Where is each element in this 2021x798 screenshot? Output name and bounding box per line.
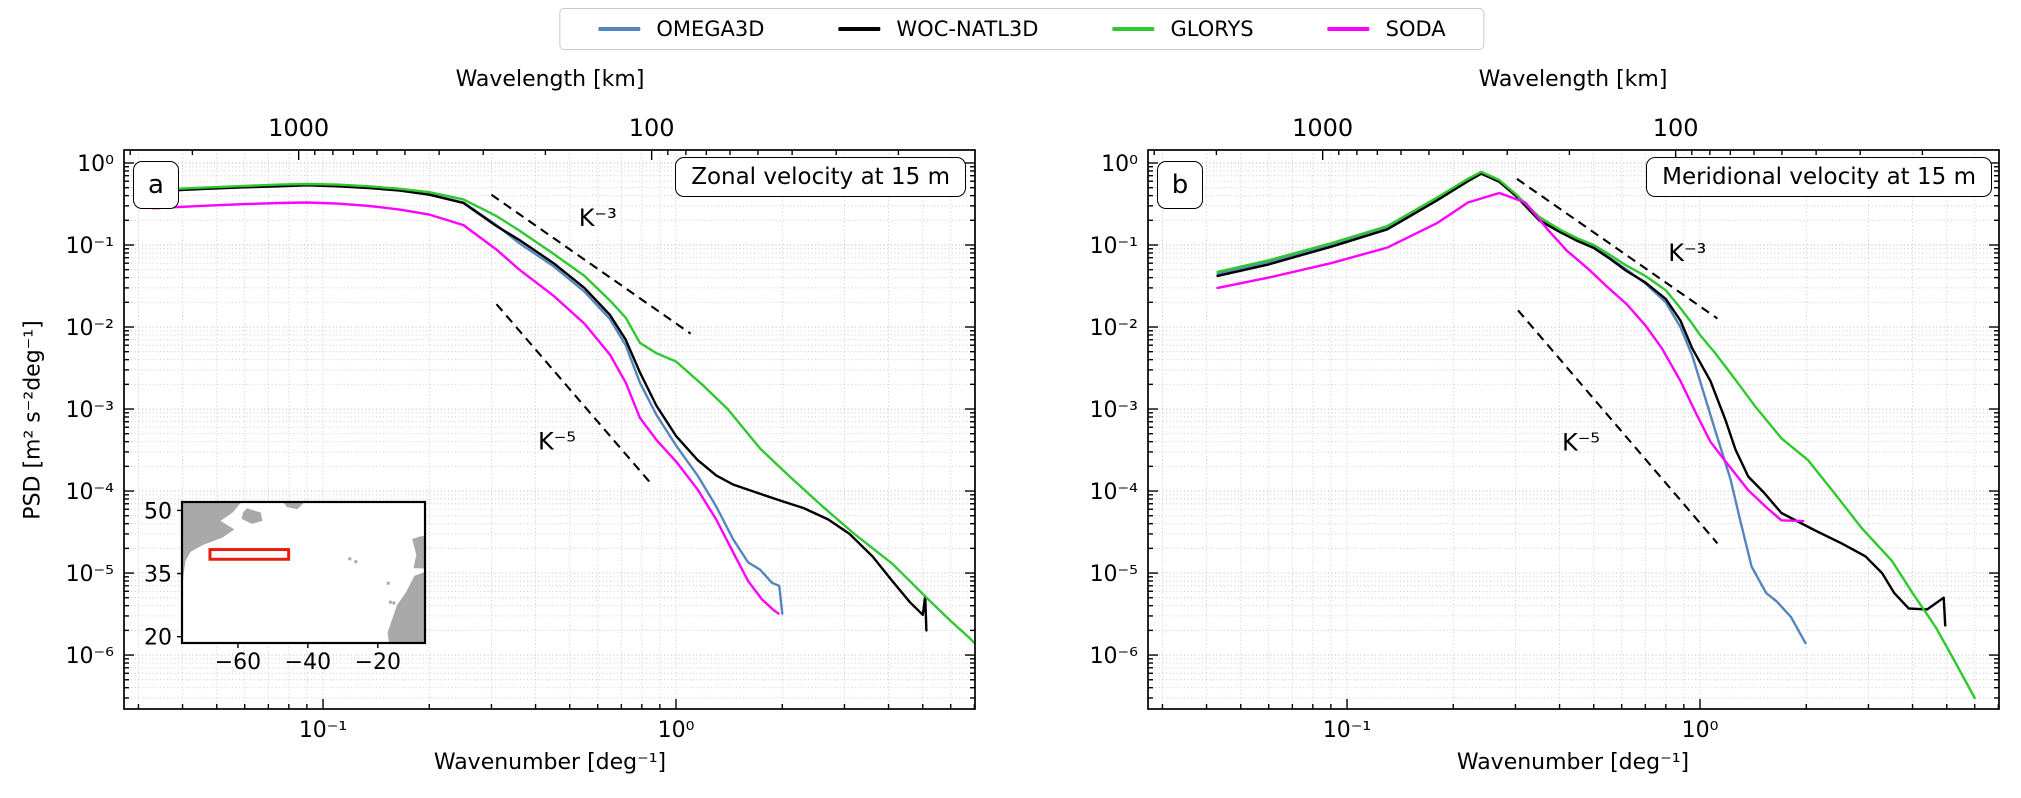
landmass xyxy=(283,502,305,510)
legend-label: SODA xyxy=(1385,17,1446,41)
panel-b-top-axis-label: Wavelength [km] xyxy=(1478,67,1668,92)
y-tick-label: 10⁰ xyxy=(1101,152,1138,177)
panel-b-letter: b xyxy=(1157,161,1203,209)
y-tick-label: 10⁻² xyxy=(1090,316,1138,341)
series-group xyxy=(151,182,976,645)
island xyxy=(354,560,358,564)
wavelength-tick-label: 100 xyxy=(629,114,675,142)
panel-a-title: Zonal velocity at 15 m xyxy=(675,157,966,197)
slope-reference-line xyxy=(1516,178,1719,320)
landmass xyxy=(241,508,263,524)
x-tick-label: 10⁻¹ xyxy=(299,718,347,743)
x-tick-label: 10⁰ xyxy=(1682,718,1719,743)
panel-b-title: Meridional velocity at 15 m xyxy=(1646,157,1992,197)
series-line-SODA xyxy=(1216,191,1805,523)
island xyxy=(348,557,352,561)
panel-a: K⁻³ K⁻⁵ 1000 100 10⁻¹ 10⁰ 10⁰ 10⁻¹ 10⁻² 10⁻³ 10⁻⁴ 1… xyxy=(66,114,976,743)
map-lat-tick-label: 50 xyxy=(144,499,172,524)
panel-a-bottom-axis-label: Wavenumber [deg⁻¹] xyxy=(433,750,667,775)
panel-b-bottom-axis-label: Wavenumber [deg⁻¹] xyxy=(1456,750,1690,775)
map-land-group xyxy=(182,502,425,643)
soda-line-swatch xyxy=(1327,27,1370,31)
map-lon-tick-label: −60 xyxy=(215,650,261,675)
grid xyxy=(1148,150,1999,709)
map-lon-tick-label: −20 xyxy=(355,650,401,675)
panel-a-top-axis-label: Wavelength [km] xyxy=(455,67,645,92)
y-tick-label: 10⁻³ xyxy=(66,398,114,423)
map-frame xyxy=(180,500,427,645)
grid xyxy=(124,150,975,709)
island xyxy=(386,581,390,585)
panel-a-y-axis-label: PSD [m² s⁻²deg⁻¹] xyxy=(20,320,46,520)
y-tick-label: 10⁻⁵ xyxy=(1090,562,1138,587)
panel-a-letter: a xyxy=(133,161,179,209)
island xyxy=(392,601,396,605)
y-tick-label: 10⁻⁶ xyxy=(66,644,115,669)
legend-item-omega3d: OMEGA3D xyxy=(598,17,764,41)
panel-b: K⁻³ K⁻⁵ 1000 100 10⁻¹ 10⁰ 10⁰ 10⁻¹ 10⁻² 10⁻³ 10⁻⁴ 1… xyxy=(1090,114,2000,743)
legend-item-woc-natl3d: WOC-NATL3D xyxy=(838,17,1038,41)
glorys-line-swatch xyxy=(1112,27,1155,31)
wavelength-tick-label: 100 xyxy=(1653,114,1699,142)
island xyxy=(388,600,392,604)
y-tick-label: 10⁻³ xyxy=(1090,398,1138,423)
y-tick-label: 10⁻² xyxy=(66,316,114,341)
legend-label: GLORYS xyxy=(1170,17,1254,41)
y-tick-label: 10⁻⁴ xyxy=(1090,480,1139,505)
axes-frame xyxy=(1147,149,2000,710)
slope-label: K⁻⁵ xyxy=(1562,429,1600,457)
y-tick-label: 10⁻⁶ xyxy=(1090,644,1139,669)
ticks xyxy=(124,150,976,709)
series-line-WOC-NATL3D xyxy=(1216,172,1947,627)
series-group xyxy=(1216,170,1976,700)
inset-map: −60 −40 −20 50 35 20 xyxy=(144,499,427,675)
woc-natl3d-line-swatch xyxy=(838,27,881,31)
wavelength-tick-label: 1000 xyxy=(268,114,329,142)
series-line-GLORYS xyxy=(1216,170,1976,700)
y-tick-label: 10⁻¹ xyxy=(66,234,114,259)
series-line-WOC-NATL3D xyxy=(151,184,928,632)
y-tick-label: 10⁻⁴ xyxy=(66,480,115,505)
legend-item-glorys: GLORYS xyxy=(1112,17,1254,41)
legend-label: OMEGA3D xyxy=(656,17,765,41)
slope-label: K⁻³ xyxy=(1668,239,1706,267)
landmass xyxy=(412,535,425,569)
axes-frame xyxy=(123,149,976,710)
map-lon-tick-label: −40 xyxy=(285,650,331,675)
x-tick-label: 10⁰ xyxy=(658,718,695,743)
legend: OMEGA3D WOC-NATL3D GLORYS SODA xyxy=(559,8,1485,50)
legend-item-soda: SODA xyxy=(1327,17,1446,41)
series-line-GLORYS xyxy=(151,182,976,645)
landmass xyxy=(182,502,242,591)
y-tick-label: 10⁻⁵ xyxy=(66,562,114,587)
slope-label: K⁻⁵ xyxy=(538,428,576,456)
ticks xyxy=(1148,150,2000,709)
y-tick-label: 10⁻¹ xyxy=(1090,234,1138,259)
x-tick-label: 10⁻¹ xyxy=(1323,718,1371,743)
landmass xyxy=(387,571,425,643)
slope-label: K⁻³ xyxy=(579,204,617,232)
slope-reference-line xyxy=(490,193,692,335)
slope-reference-line xyxy=(1517,309,1719,545)
series-line-SODA xyxy=(151,201,780,615)
slope-reference-line xyxy=(495,303,652,485)
series-line-OMEGA3D xyxy=(1216,171,1807,645)
map-lat-tick-label: 35 xyxy=(144,563,172,588)
map-lat-tick-label: 20 xyxy=(144,626,172,651)
y-tick-label: 10⁰ xyxy=(77,152,114,177)
legend-label: WOC-NATL3D xyxy=(896,17,1039,41)
wavelength-tick-label: 1000 xyxy=(1292,114,1353,142)
study-region-box xyxy=(208,548,291,561)
omega3d-line-swatch xyxy=(598,27,641,31)
